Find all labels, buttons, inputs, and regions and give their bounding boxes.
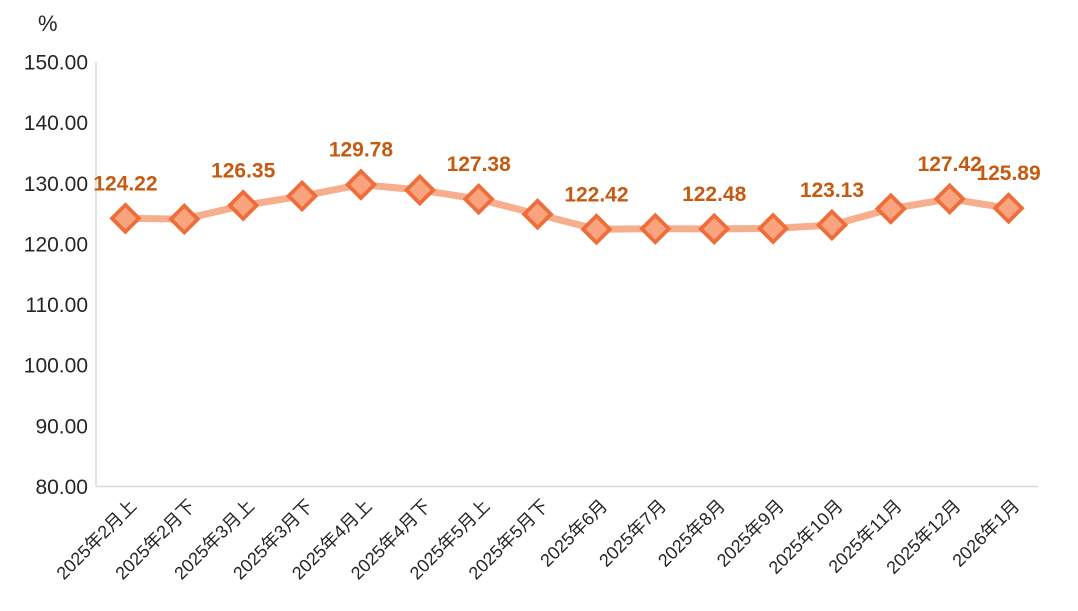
data-point-label: 125.89: [976, 162, 1040, 185]
data-point-marker: [227, 189, 260, 222]
data-point-marker: [992, 192, 1025, 225]
data-point-marker: [521, 198, 554, 231]
chart-plot-area: 80.00 90.00 100.00 110.00 120.00 130.00 140.00…: [24, 52, 1041, 584]
y-axis-tick-label: 130.00: [24, 173, 88, 196]
y-axis-tick-label: 140.00: [24, 112, 88, 135]
data-point-marker: [698, 212, 731, 246]
y-axis-tick-label: 90.00: [35, 415, 88, 438]
data-point-label: 123.13: [800, 179, 864, 202]
data-point-marker: [168, 202, 201, 236]
y-axis-tick-label: 150.00: [24, 52, 88, 75]
data-point-label: 127.38: [447, 153, 512, 176]
data-point-marker: [285, 179, 319, 213]
data-point-marker: [403, 173, 436, 207]
data-point-label: 126.35: [211, 159, 276, 182]
data-point-label: 127.42: [918, 153, 982, 176]
data-point-marker: [874, 192, 907, 225]
data-point-marker: [462, 183, 495, 216]
data-point-label: 122.48: [682, 183, 747, 206]
data-point-marker: [933, 182, 966, 216]
data-point-marker: [109, 202, 142, 235]
data-point-marker: [815, 208, 849, 242]
data-line: [121, 181, 1013, 233]
data-point-marker: [756, 212, 790, 245]
y-axis-unit-label: %: [38, 11, 58, 36]
y-axis-tick-label: 80.00: [35, 476, 88, 499]
data-point-marker: [580, 213, 613, 246]
data-point-label: 122.42: [564, 183, 628, 206]
data-point-marker: [344, 168, 378, 201]
data-point-label: 124.22: [93, 172, 157, 195]
y-axis-tick-label: 110.00: [25, 294, 88, 317]
data-point-marker: [639, 212, 672, 245]
data-point-label: 129.78: [329, 139, 394, 162]
y-axis-tick-label: 100.00: [24, 355, 88, 378]
y-axis-tick-label: 120.00: [24, 233, 88, 256]
